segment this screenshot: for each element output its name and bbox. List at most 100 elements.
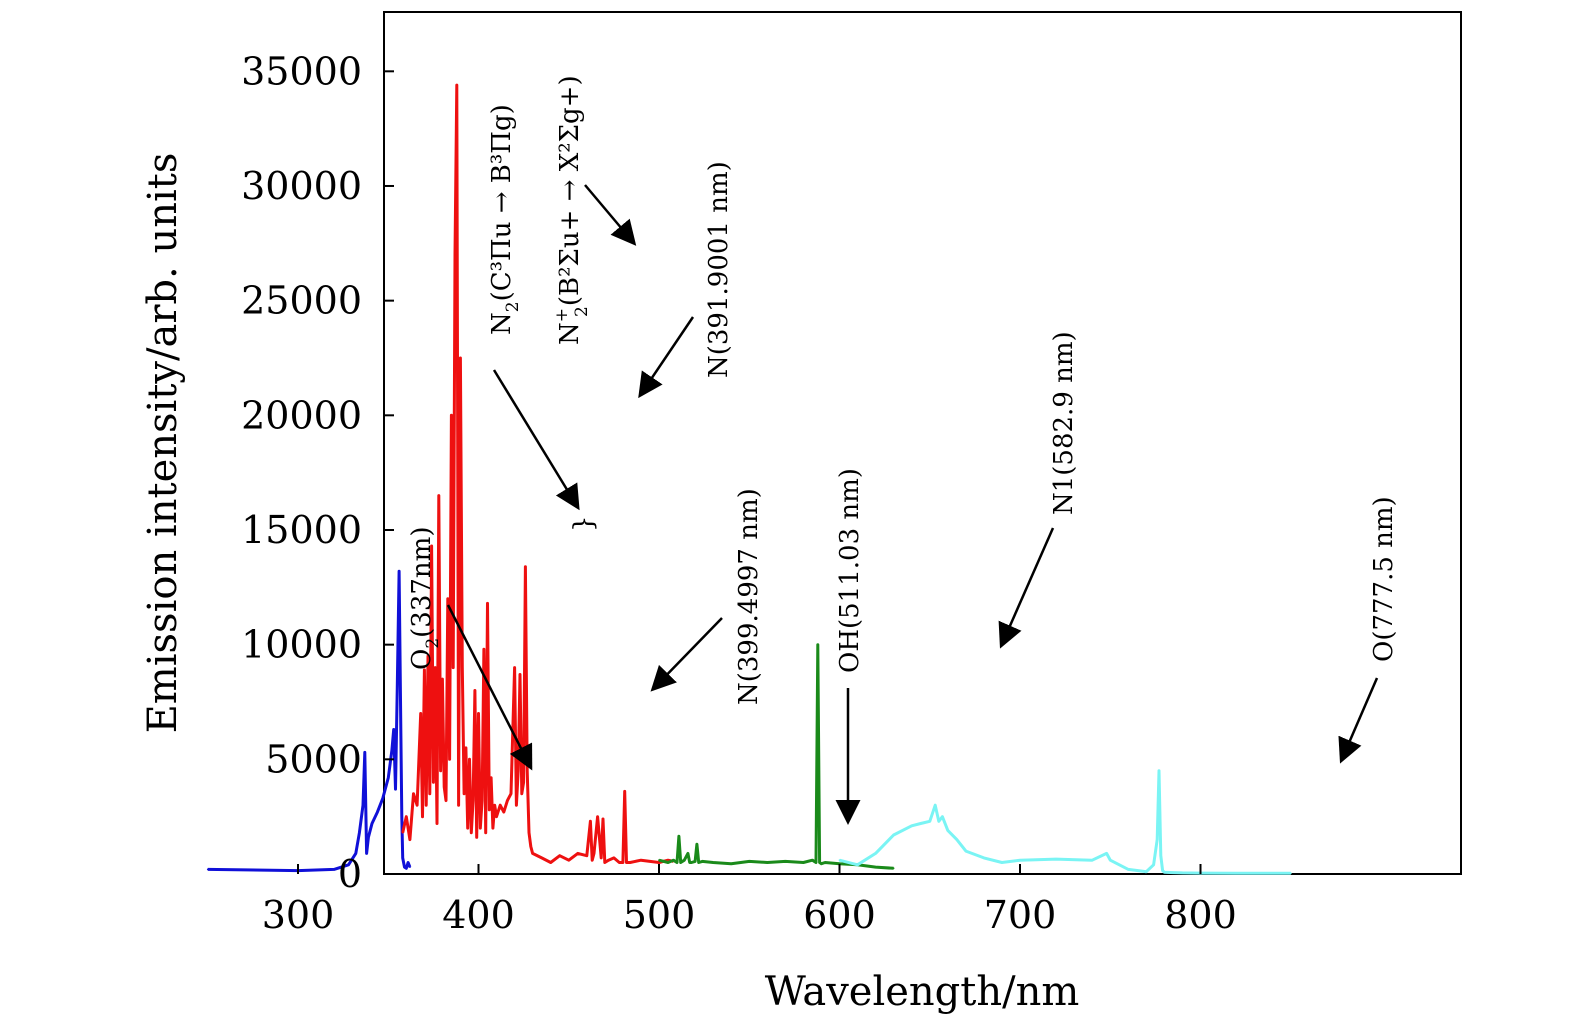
series-1-point xyxy=(407,861,409,864)
series-3-point xyxy=(892,867,895,870)
annotation-o2-337-label: O2(337nm) xyxy=(407,527,443,670)
series-2-point xyxy=(436,822,438,825)
series-4-point xyxy=(1105,852,1108,855)
series-4-point xyxy=(1019,859,1021,862)
series-4-point xyxy=(946,829,949,832)
series-2-point xyxy=(513,666,516,669)
series-2-point xyxy=(412,792,415,795)
series-2-point xyxy=(423,669,426,671)
series-1-point xyxy=(398,570,400,573)
series-4-point xyxy=(892,834,895,836)
y-tick-label: 5000 xyxy=(265,737,362,781)
series-1-point xyxy=(365,852,368,855)
series-4-point xyxy=(1158,769,1160,772)
series-2-point xyxy=(484,831,487,834)
series-2-point xyxy=(401,831,404,834)
series-3-point xyxy=(820,862,823,865)
series-2-point xyxy=(531,852,534,855)
series-2-point xyxy=(475,836,478,839)
series-2-point xyxy=(585,854,588,857)
y-tick-label: 25000 xyxy=(241,279,362,323)
series-4-point xyxy=(1145,870,1148,873)
series-2-point xyxy=(658,861,660,864)
series-layer xyxy=(206,83,1292,875)
series-4-point xyxy=(928,820,931,823)
series-2-point xyxy=(421,815,424,818)
series-2-point xyxy=(517,769,520,772)
series-1-point xyxy=(381,797,384,800)
series-2-point xyxy=(540,857,543,859)
series-4-point xyxy=(1159,854,1162,857)
series-2-point xyxy=(419,712,422,715)
series-2-point xyxy=(623,790,626,793)
y-tick-label: 15000 xyxy=(241,508,362,552)
series-2-point xyxy=(483,648,485,651)
series-2-point xyxy=(524,565,527,568)
series-1-point xyxy=(347,863,350,866)
series-2-point xyxy=(416,804,418,807)
series-3-point xyxy=(687,852,689,855)
annotation-o2-337-arrow xyxy=(446,604,533,771)
series-2-point xyxy=(528,831,530,834)
series-3-point xyxy=(730,862,733,865)
series-4-point xyxy=(1109,859,1112,862)
series-2-point xyxy=(405,815,408,818)
series-1-point xyxy=(358,831,361,834)
series-2-point xyxy=(506,799,509,802)
series-2-point xyxy=(596,815,599,818)
series-2-point xyxy=(474,689,476,692)
series-2-point xyxy=(448,758,451,761)
series-4-point xyxy=(1001,861,1003,864)
y-axis-label: Emission intensity/arb. units xyxy=(140,153,186,734)
series-line-3 xyxy=(658,643,894,870)
x-tick-label: 700 xyxy=(984,893,1057,937)
series-3-point xyxy=(658,859,660,862)
series-4-point xyxy=(965,850,967,852)
series-2-point xyxy=(510,792,512,795)
series-4-point xyxy=(1163,871,1166,874)
series-4-point xyxy=(1127,868,1130,871)
series-2-point xyxy=(613,857,615,859)
series-3-point xyxy=(676,861,678,864)
series-2-point xyxy=(549,861,552,864)
series-2-point xyxy=(445,799,447,802)
series-2-point xyxy=(470,831,473,834)
series-line-4 xyxy=(839,769,1291,875)
series-1-point xyxy=(376,811,379,813)
series-1-point xyxy=(409,866,411,868)
series-2-point xyxy=(443,786,446,788)
series-2-point xyxy=(450,414,453,417)
series-2-point xyxy=(602,818,604,820)
series-1-point xyxy=(387,776,390,779)
series-3-point xyxy=(694,860,696,863)
series-3-point xyxy=(667,861,669,864)
series-2-point xyxy=(629,861,631,864)
annotation-o-777-arrow xyxy=(1338,677,1379,764)
series-2-point xyxy=(667,859,669,862)
series-3-point xyxy=(672,859,675,862)
series-1-point xyxy=(367,836,370,839)
series-1-point xyxy=(394,788,397,790)
series-2-point xyxy=(576,852,579,855)
series-2-point xyxy=(502,811,505,813)
annotation-n-399-arrow xyxy=(650,617,723,692)
series-1-point xyxy=(400,815,403,818)
series-3-point xyxy=(678,835,680,838)
series-2-point xyxy=(430,545,433,547)
series-1-point xyxy=(396,685,399,687)
annotation-n2-c-b-label: N2(C³Πu → B³Πg) xyxy=(487,104,523,335)
annotation-brace: } xyxy=(569,515,599,532)
series-line-2 xyxy=(401,83,674,864)
series-4-point xyxy=(910,824,913,827)
series-1-point xyxy=(405,867,408,870)
x-tick-label: 600 xyxy=(803,893,876,937)
series-2-point xyxy=(434,666,437,669)
series-3-point xyxy=(701,860,704,863)
series-2-point xyxy=(463,792,465,795)
series-3-point xyxy=(690,861,693,864)
series-2-point xyxy=(519,673,521,676)
series-2-point xyxy=(529,845,532,848)
series-4-point xyxy=(1181,872,1184,874)
series-4-point xyxy=(937,820,940,823)
